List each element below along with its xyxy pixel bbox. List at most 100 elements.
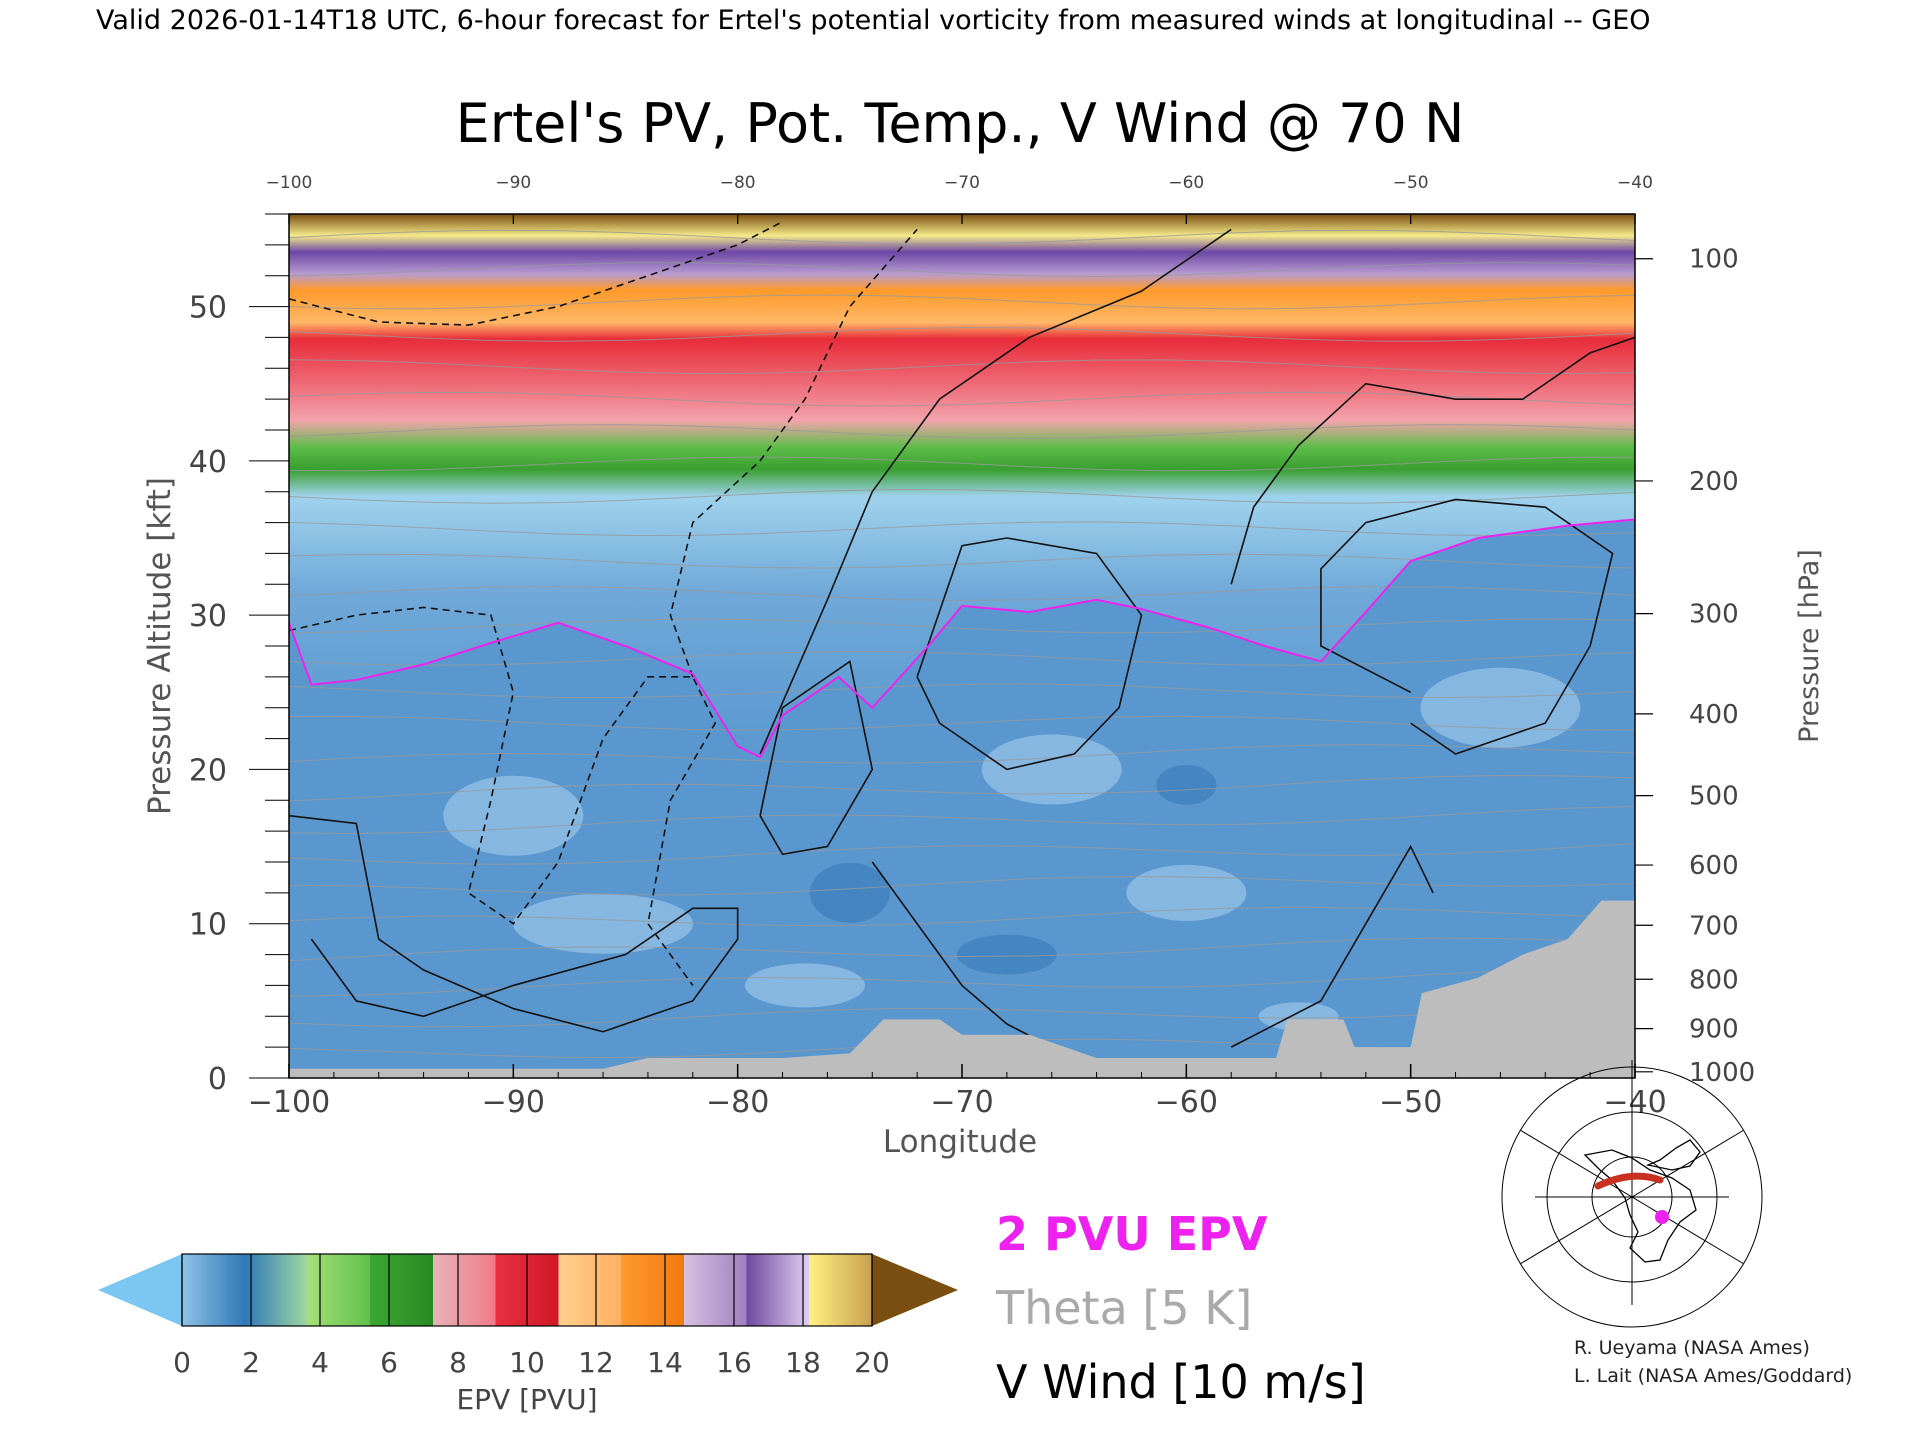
x-top-tick-label: −40 bbox=[1617, 173, 1653, 193]
pressure-tick-label: 100 bbox=[1689, 245, 1739, 275]
x-top-tick-label: −80 bbox=[720, 173, 756, 193]
pv-dark-patch bbox=[1156, 764, 1217, 805]
credit-line-1: R. Ueyama (NASA Ames) bbox=[1574, 1337, 1810, 1359]
tropopause-2pvu-line bbox=[289, 518, 1635, 759]
map-location-marker bbox=[1655, 1210, 1669, 1224]
y-tick-label: 0 bbox=[208, 1062, 227, 1097]
pv-light-patch bbox=[981, 734, 1122, 805]
x-tick-label: −40 bbox=[1603, 1085, 1666, 1120]
colorbar-under-arrow bbox=[98, 1254, 182, 1326]
v-wind-contour bbox=[759, 660, 874, 856]
plot-area bbox=[289, 214, 1635, 1078]
theta-contour bbox=[289, 805, 1635, 834]
colorbar-tick-label: 6 bbox=[380, 1346, 398, 1379]
x-tick-label: −60 bbox=[1155, 1085, 1218, 1120]
v-wind-contour bbox=[1230, 844, 1434, 1048]
colorbar-frame bbox=[181, 1253, 873, 1327]
theta-contour bbox=[289, 424, 1635, 439]
theta-contour bbox=[289, 456, 1635, 472]
theta-contours bbox=[289, 229, 1635, 1059]
theta-contour bbox=[289, 843, 1635, 865]
x-tick-label: −90 bbox=[482, 1085, 545, 1120]
theta-contour bbox=[289, 937, 1635, 962]
y-tick-label: 10 bbox=[189, 908, 227, 943]
x-top-tick-label: −50 bbox=[1393, 173, 1429, 193]
pv-troposphere-mottling bbox=[443, 667, 1581, 1031]
legend-theta: Theta [5 K] bbox=[995, 1281, 1252, 1335]
x-tick-label: −50 bbox=[1379, 1085, 1442, 1120]
y-axis-ticks: 0 10 20 30 40 50 bbox=[189, 213, 289, 1097]
pressure-tick-label: 700 bbox=[1689, 911, 1739, 941]
colorbar-tick-label: 10 bbox=[509, 1346, 545, 1379]
v-wind-contour bbox=[289, 606, 717, 986]
v-wind-contour bbox=[1230, 336, 1635, 585]
pv-light-patch bbox=[1126, 864, 1247, 921]
x-tick-label: −100 bbox=[248, 1085, 330, 1120]
pv-light-patch bbox=[744, 963, 865, 1008]
terrain-mask bbox=[289, 900, 1635, 1078]
y-axis-label: Pressure Altitude [kft] bbox=[142, 477, 178, 815]
pressure-tick-label: 800 bbox=[1689, 965, 1739, 995]
chart-title: Ertel's PV, Pot. Temp., V Wind @ 70 N bbox=[456, 92, 1465, 155]
v-wind-contour bbox=[759, 228, 1232, 755]
theta-contour bbox=[289, 586, 1635, 601]
theta-contour bbox=[289, 618, 1635, 634]
theta-contour bbox=[289, 715, 1635, 731]
theta-contour bbox=[289, 229, 1635, 245]
x-axis-label: Longitude bbox=[883, 1124, 1037, 1160]
colorbar-tick-label: 12 bbox=[578, 1346, 614, 1379]
theta-contour bbox=[289, 1002, 1635, 1028]
map-section-line bbox=[1594, 1172, 1664, 1190]
pv-light-patch bbox=[1420, 667, 1581, 748]
colorbar-dividers bbox=[181, 1253, 873, 1327]
colorbar-tick-label: 14 bbox=[647, 1346, 683, 1379]
theta-contour bbox=[289, 262, 1635, 277]
v-wind-contour bbox=[916, 537, 1143, 771]
theta-contour bbox=[289, 876, 1635, 896]
colorbar-tick-label: 0 bbox=[173, 1346, 191, 1379]
theta-contour bbox=[289, 774, 1635, 802]
theta-contour bbox=[289, 359, 1635, 375]
colorbar-tick-label: 18 bbox=[785, 1346, 821, 1379]
x-top-tick-label: −60 bbox=[1168, 173, 1204, 193]
theta-contour bbox=[289, 968, 1635, 997]
v-wind-contours bbox=[289, 221, 1635, 1072]
x-top-tick-label: −100 bbox=[266, 173, 313, 193]
x-tick-label: −80 bbox=[706, 1085, 769, 1120]
credit-line-2: L. Lait (NASA Ames/Goddard) bbox=[1574, 1365, 1852, 1387]
pressure-tick-label: 500 bbox=[1689, 782, 1739, 812]
y-tick-label: 50 bbox=[189, 291, 227, 326]
legend-epv: 2 PVU EPV bbox=[996, 1207, 1268, 1261]
y-tick-label: 20 bbox=[189, 753, 227, 788]
theta-contour bbox=[289, 489, 1635, 504]
inset-map bbox=[1501, 1060, 1763, 1328]
map-coastline bbox=[1583, 1149, 1697, 1263]
map-greenland bbox=[1645, 1139, 1701, 1171]
pv-light-patch bbox=[443, 775, 584, 856]
legend-wind: V Wind [10 m/s] bbox=[996, 1355, 1366, 1409]
pressure-tick-label: 900 bbox=[1689, 1015, 1739, 1045]
x-top-tick-label: −70 bbox=[944, 173, 980, 193]
pv-dark-patch bbox=[809, 862, 890, 923]
theta-contour bbox=[289, 294, 1635, 310]
pressure-axis-label: Pressure [hPa] bbox=[1794, 549, 1825, 743]
pressure-axis-ticks: 100 200 300 400 500 600 700 800 900 1000 bbox=[1635, 245, 1755, 1088]
pressure-tick-label: 300 bbox=[1689, 600, 1739, 630]
theta-contour bbox=[289, 326, 1635, 342]
theta-contour bbox=[289, 651, 1635, 666]
pressure-tick-label: 1000 bbox=[1689, 1058, 1755, 1088]
pressure-tick-label: 400 bbox=[1689, 700, 1739, 730]
v-wind-contour bbox=[669, 228, 918, 678]
theta-contour bbox=[289, 683, 1635, 699]
colorbar-tick-label: 2 bbox=[242, 1346, 260, 1379]
x-axis-ticks: −100 −90 −80 −70 −60 −50 −40 bbox=[248, 1064, 1667, 1120]
header-text: Valid 2026-01-14T18 UTC, 6-hour forecast… bbox=[96, 5, 1651, 36]
theta-contour bbox=[289, 744, 1635, 764]
colorbar-over-arrow bbox=[872, 1254, 958, 1326]
y-tick-label: 30 bbox=[189, 599, 227, 634]
theta-contour bbox=[289, 553, 1635, 569]
v-wind-contour bbox=[1320, 498, 1614, 755]
colorbar-tick-label: 16 bbox=[716, 1346, 752, 1379]
colorbar: 0 2 4 6 8 10 12 14 16 18 20 EPV [PVU] bbox=[98, 1253, 958, 1416]
